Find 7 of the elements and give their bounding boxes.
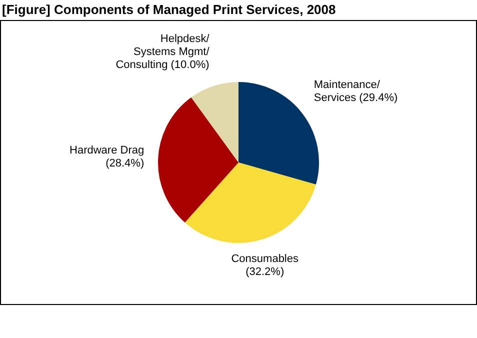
data-label: (32.2%) — [246, 266, 284, 278]
slice-label: Hardware Drag — [70, 144, 144, 156]
slice-label: Consumables — [231, 252, 299, 265]
slice-label: Helpdesk/ Systems Mgmt/ Consulting (10.0%) — [116, 33, 210, 72]
data-label: (28.4%) — [106, 157, 144, 170]
chart-title: [Figure] Components of Managed Print Services, 2008 — [2, 2, 336, 17]
slice-label: Maintenance/ Services (29.4%) — [314, 79, 398, 104]
